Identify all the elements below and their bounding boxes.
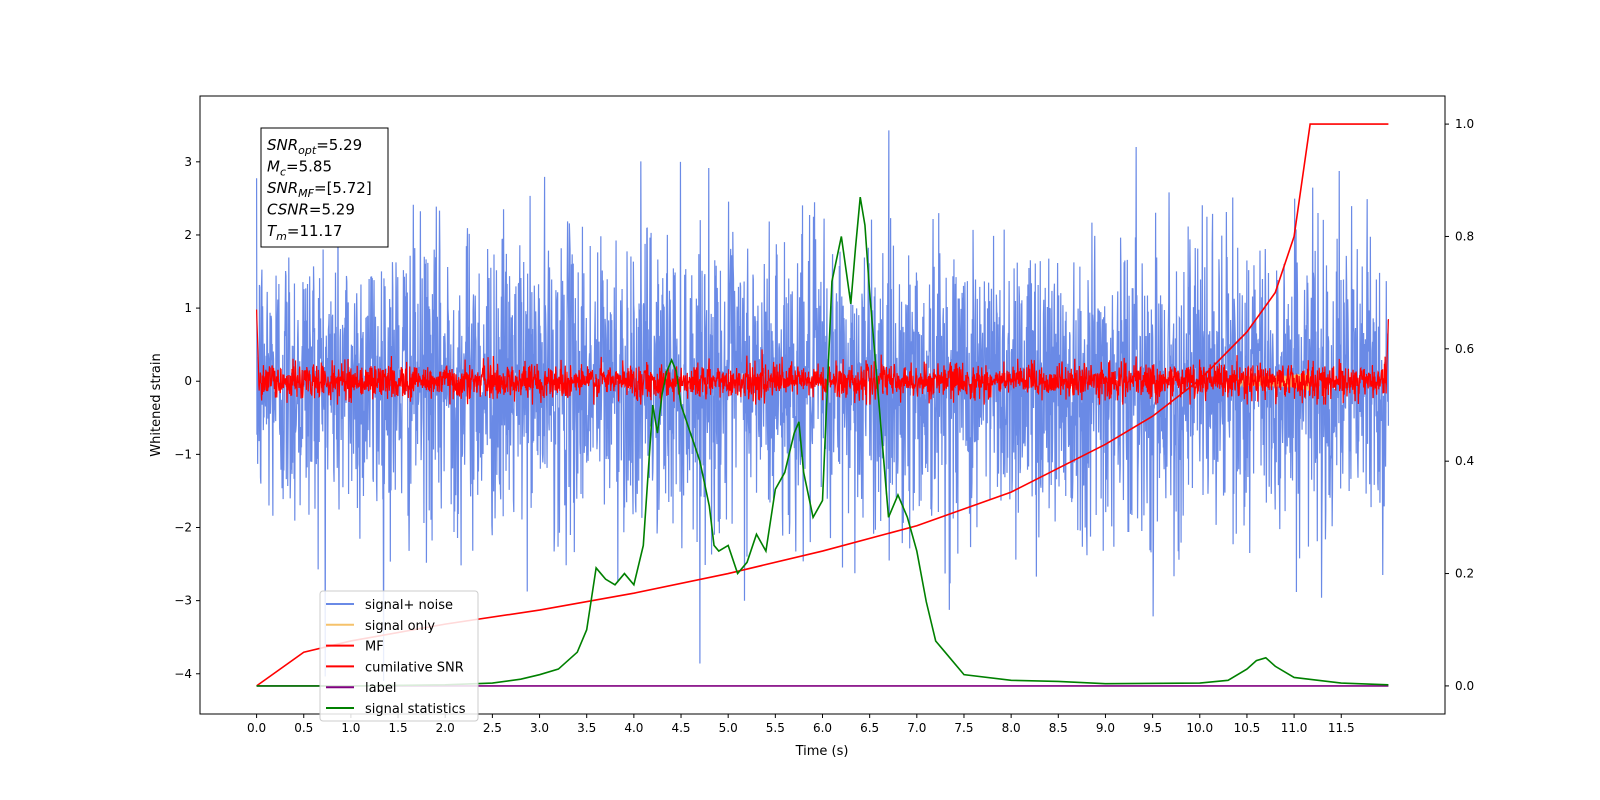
annotation-line: SNRopt=5.29 bbox=[267, 136, 362, 157]
y2-tick-label: 0.2 bbox=[1455, 567, 1474, 581]
legend-entry: label bbox=[365, 681, 396, 696]
x-tick-label: 0.5 bbox=[294, 721, 313, 735]
legend-entry: cumilative SNR bbox=[365, 660, 464, 675]
x-tick-label: 1.5 bbox=[389, 721, 408, 735]
legend-entry: signal+ noise bbox=[365, 598, 453, 613]
y-tick-label: −3 bbox=[174, 594, 192, 608]
annotation-frame bbox=[260, 127, 389, 248]
x-tick-label: 11.0 bbox=[1281, 721, 1308, 735]
legend-frame bbox=[319, 590, 479, 722]
x-tick-label: 2.0 bbox=[436, 721, 455, 735]
annotation-line: SNRMF=[5.72] bbox=[267, 179, 372, 200]
series-signal-noise bbox=[255, 130, 1390, 682]
x-tick-label: 3.5 bbox=[577, 721, 596, 735]
x-tick-label: 8.0 bbox=[1002, 721, 1021, 735]
y-tick-label: −1 bbox=[174, 447, 192, 461]
x-tick-label: 10.5 bbox=[1234, 721, 1261, 735]
legend-entry: signal only bbox=[365, 619, 435, 634]
x-tick-label: 1.0 bbox=[341, 721, 360, 735]
y-tick-label: −2 bbox=[174, 521, 192, 535]
x-tick-label: 5.0 bbox=[719, 721, 738, 735]
x-tick-label: 4.5 bbox=[671, 721, 690, 735]
y-tick-label: 3 bbox=[184, 155, 192, 169]
x-tick-label: 2.5 bbox=[483, 721, 502, 735]
x-axis: 0.0 0.5 1.0 1.5 2.0 2.5 3.0 3.5 4.0 4.5 5.0 5.5 6.0 6… bbox=[247, 714, 1355, 735]
x-tick-label: 7.0 bbox=[907, 721, 926, 735]
x-tick-label: 4.0 bbox=[624, 721, 643, 735]
y-tick-label: 0 bbox=[184, 374, 192, 388]
y-tick-label: 2 bbox=[184, 228, 192, 242]
y-tick-label: 1 bbox=[184, 301, 192, 315]
annotation-line: Tm=11.17 bbox=[267, 222, 342, 243]
x-tick-label: 5.5 bbox=[766, 721, 785, 735]
legend: signal+ noise signal only MF cumilative SNR… bbox=[319, 590, 479, 722]
x-axis-title: Time (s) bbox=[795, 744, 849, 759]
y2-tick-label: 0.8 bbox=[1455, 229, 1474, 243]
series-mf bbox=[255, 309, 1390, 405]
legend-entry: MF bbox=[365, 640, 384, 655]
annotation-line: Mc=5.85 bbox=[267, 158, 332, 179]
x-tick-label: 0.0 bbox=[247, 721, 266, 735]
y2-tick-label: 0.0 bbox=[1455, 679, 1474, 693]
x-tick-label: 7.5 bbox=[954, 721, 973, 735]
x-tick-label: 10.0 bbox=[1186, 721, 1213, 735]
x-tick-label: 3.0 bbox=[530, 721, 549, 735]
x-tick-label: 8.5 bbox=[1049, 721, 1068, 735]
annotation-line: CSNR=5.29 bbox=[267, 201, 355, 219]
y-axis-right: 0.0 0.2 0.4 0.6 0.8 1.0 bbox=[1445, 117, 1474, 693]
x-tick-label: 9.5 bbox=[1143, 721, 1162, 735]
y-axis-left: −4 −3 −2 −1 0 1 2 3 bbox=[174, 155, 200, 681]
y2-tick-label: 1.0 bbox=[1455, 117, 1474, 131]
x-tick-label: 9.0 bbox=[1096, 721, 1115, 735]
y2-tick-label: 0.4 bbox=[1455, 454, 1474, 468]
y2-tick-label: 0.6 bbox=[1455, 342, 1474, 356]
x-tick-label: 6.0 bbox=[813, 721, 832, 735]
y-tick-label: −4 bbox=[174, 667, 192, 681]
y-axis-title: Whitened strain bbox=[149, 353, 164, 456]
series-signal-statistics bbox=[256, 196, 1389, 687]
x-tick-label: 11.5 bbox=[1328, 721, 1355, 735]
legend-entry: signal statistics bbox=[365, 702, 466, 717]
x-tick-label: 6.5 bbox=[860, 721, 879, 735]
